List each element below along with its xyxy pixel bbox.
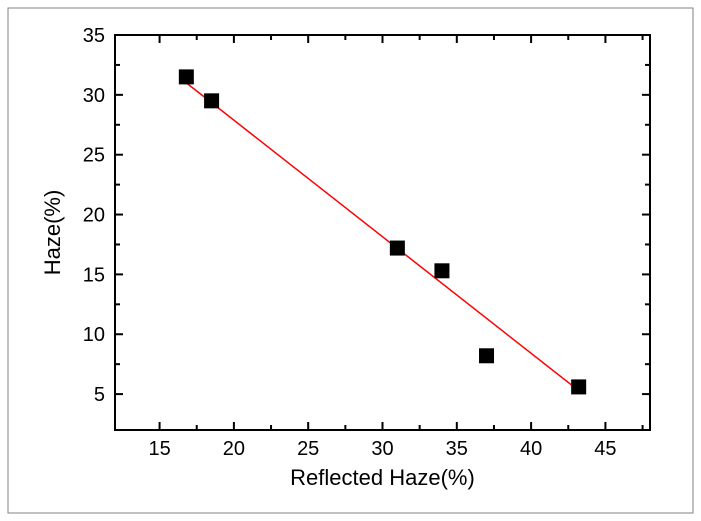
plot-bg xyxy=(115,35,650,430)
xtick-label: 25 xyxy=(297,438,319,460)
ytick-label: 20 xyxy=(83,205,105,227)
ytick-label: 15 xyxy=(83,264,105,286)
xtick-label: 40 xyxy=(520,438,542,460)
xtick-label: 30 xyxy=(371,438,393,460)
ytick-label: 30 xyxy=(83,85,105,107)
data-point xyxy=(179,70,193,84)
data-point xyxy=(572,380,586,394)
data-point xyxy=(435,264,449,278)
data-point xyxy=(390,241,404,255)
y-axis-label: Haze(%) xyxy=(40,190,65,276)
xtick-label: 15 xyxy=(148,438,170,460)
data-point xyxy=(205,94,219,108)
data-point xyxy=(480,349,494,363)
ytick-label: 35 xyxy=(83,25,105,47)
ytick-label: 25 xyxy=(83,145,105,167)
x-axis-label: Reflected Haze(%) xyxy=(290,465,475,490)
chart-container: 15 20 25 30 35 40 45 5 10 15 20 25 30 35 Reflected Haz… xyxy=(0,0,701,521)
scatter-chart: 15 20 25 30 35 40 45 5 10 15 20 25 30 35 Reflected Haz… xyxy=(0,0,701,521)
xtick-label: 20 xyxy=(223,438,245,460)
ytick-label: 10 xyxy=(83,324,105,346)
xtick-label: 35 xyxy=(446,438,468,460)
xtick-label: 45 xyxy=(594,438,616,460)
ytick-label: 5 xyxy=(94,384,105,406)
